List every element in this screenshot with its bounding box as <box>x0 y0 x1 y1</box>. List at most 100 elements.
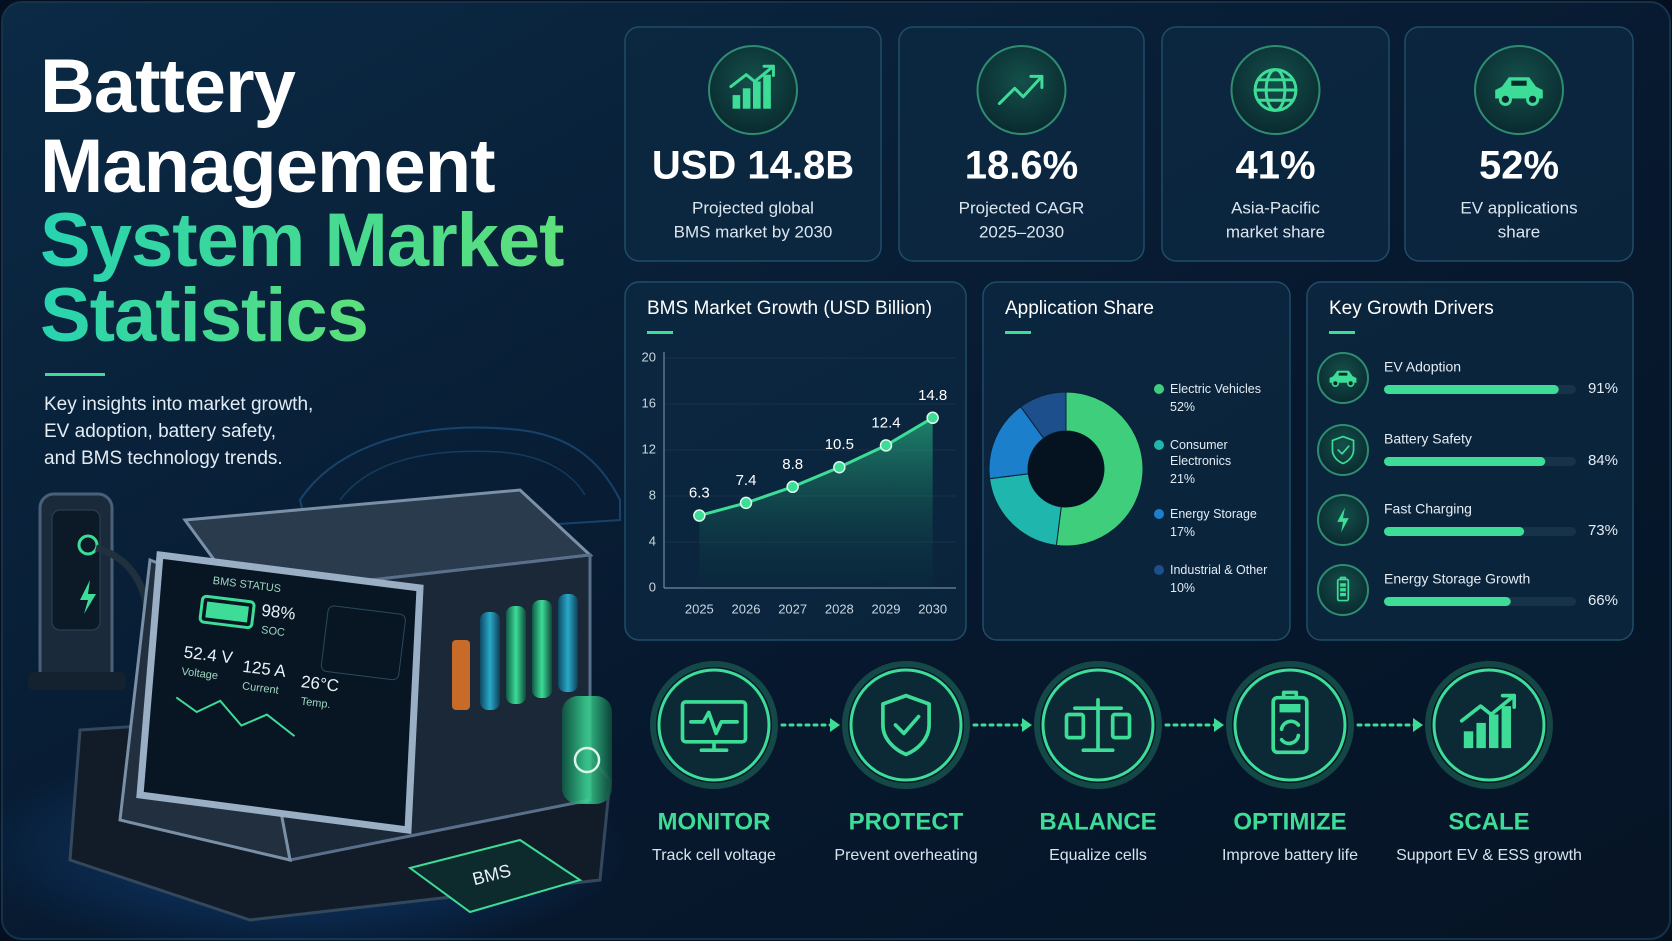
icon-part <box>1064 712 1086 740</box>
stat-value: 18.6% <box>965 144 1078 188</box>
icon <box>729 64 775 109</box>
driver-label: Fast Charging <box>1384 501 1472 517</box>
icon-part <box>1279 719 1301 732</box>
step-glow <box>1425 661 1553 789</box>
car-outline <box>339 450 586 501</box>
y-tick-label: 20 <box>642 349 656 364</box>
legend-dot <box>1154 565 1164 575</box>
legend-value: 52% <box>1170 400 1196 414</box>
step-title: BALANCE <box>1039 808 1156 835</box>
x-tick-label: 2029 <box>872 601 901 616</box>
driver-label: Battery Safety <box>1384 431 1472 447</box>
legend-entry: Consumer Electronics 21% <box>1170 438 1231 486</box>
title-underline <box>1005 331 1031 334</box>
subtitle: Key insights into market growth, <box>44 394 313 415</box>
icon-part <box>1279 704 1301 713</box>
icon-part <box>1279 733 1301 746</box>
stat-label: BMS market by 2030 <box>674 222 833 241</box>
icon <box>1271 690 1309 755</box>
step-desc: Improve battery life <box>1222 847 1358 864</box>
icon-part <box>1110 712 1132 740</box>
point <box>833 461 846 474</box>
value-label: 12.4 <box>871 414 900 431</box>
x-tick-label: 2026 <box>732 601 761 616</box>
value-label: 7.4 <box>736 472 757 489</box>
stat-value: 41% <box>1235 144 1315 188</box>
icon-part <box>753 81 761 109</box>
x-tick-label: 2030 <box>918 601 947 616</box>
cell <box>480 612 500 710</box>
step-arrowhead <box>830 718 840 732</box>
screen-graph <box>175 696 296 737</box>
step-arrowhead <box>1214 718 1224 732</box>
icon-part <box>1340 588 1346 592</box>
x-tick-label: 2028 <box>825 601 854 616</box>
icon <box>1253 68 1298 112</box>
driver-value: 66% <box>1588 592 1618 609</box>
icon-part <box>1346 379 1355 388</box>
driver-label: Energy Storage Growth <box>1384 571 1530 587</box>
chart-title: BMS Market Growth (USD Billion) <box>647 298 932 319</box>
legend-label: Industrial & Other <box>1170 563 1268 577</box>
legend-label: Electric Vehicles <box>1170 382 1262 396</box>
chip <box>407 838 583 914</box>
bar <box>1384 385 1559 394</box>
icon <box>680 700 748 753</box>
icon <box>1337 507 1349 533</box>
step-circle <box>849 668 963 782</box>
step-glow <box>1226 661 1354 789</box>
driver-value: 73% <box>1588 522 1618 539</box>
recycle-icon <box>573 746 601 774</box>
icon-part <box>742 88 751 109</box>
legend-text: Electric Vehicles 52% <box>1170 381 1286 415</box>
title-underline <box>1329 331 1355 334</box>
step-circle <box>1233 668 1347 782</box>
icon-part <box>1338 372 1348 376</box>
step-desc: Prevent overheating <box>834 847 977 864</box>
step-desc: Support EV & ESS growth <box>1396 847 1582 864</box>
step-title: SCALE <box>1448 808 1529 835</box>
stat-card <box>624 26 882 262</box>
chart-title: Application Share <box>1005 298 1154 319</box>
icon-part <box>1337 507 1349 533</box>
donut-hole <box>1028 431 1104 507</box>
point <box>879 439 893 452</box>
title-divider <box>45 373 105 376</box>
point <box>926 411 939 425</box>
bar <box>1384 457 1546 466</box>
stat-icon <box>976 45 1067 135</box>
icon-part <box>1489 714 1499 749</box>
step-glow <box>650 661 778 789</box>
y-tick-label: 12 <box>642 441 656 456</box>
connector <box>452 640 470 710</box>
charger-screen <box>51 509 101 631</box>
icon-part <box>1281 690 1299 700</box>
icon <box>881 693 931 757</box>
y-tick-label: 4 <box>649 533 656 548</box>
icon-part <box>762 64 775 78</box>
pie-slice <box>1020 391 1067 439</box>
bar <box>1384 527 1525 536</box>
legend-value: 21% <box>1170 472 1196 486</box>
x-tick-label: 2027 <box>778 601 807 616</box>
voltage-label: Voltage <box>181 666 219 682</box>
icon-part <box>689 710 739 736</box>
icon-part <box>729 64 775 89</box>
current-label: Current <box>241 680 279 696</box>
step-title: OPTIMIZE <box>1233 808 1346 835</box>
icon-part <box>1511 80 1527 86</box>
value-label: 8.8 <box>782 456 803 473</box>
bms-screen <box>136 551 424 834</box>
value-label: 14.8 <box>918 387 947 404</box>
battery-illustration: BMS STATUS 98% SOC 52.4 V Voltage 125 A … <box>28 426 621 922</box>
icon-part <box>1339 576 1347 581</box>
value-label: 10.5 <box>825 436 854 453</box>
legend-dot <box>1154 440 1164 450</box>
legend-entry: Energy Storage 17% <box>1170 507 1257 539</box>
step-desc: Equalize cells <box>1049 847 1147 864</box>
legend-value: 10% <box>1170 581 1196 595</box>
stat-label: Projected global <box>692 198 814 217</box>
charger-bolt <box>80 580 96 614</box>
icon-part <box>1501 706 1512 749</box>
